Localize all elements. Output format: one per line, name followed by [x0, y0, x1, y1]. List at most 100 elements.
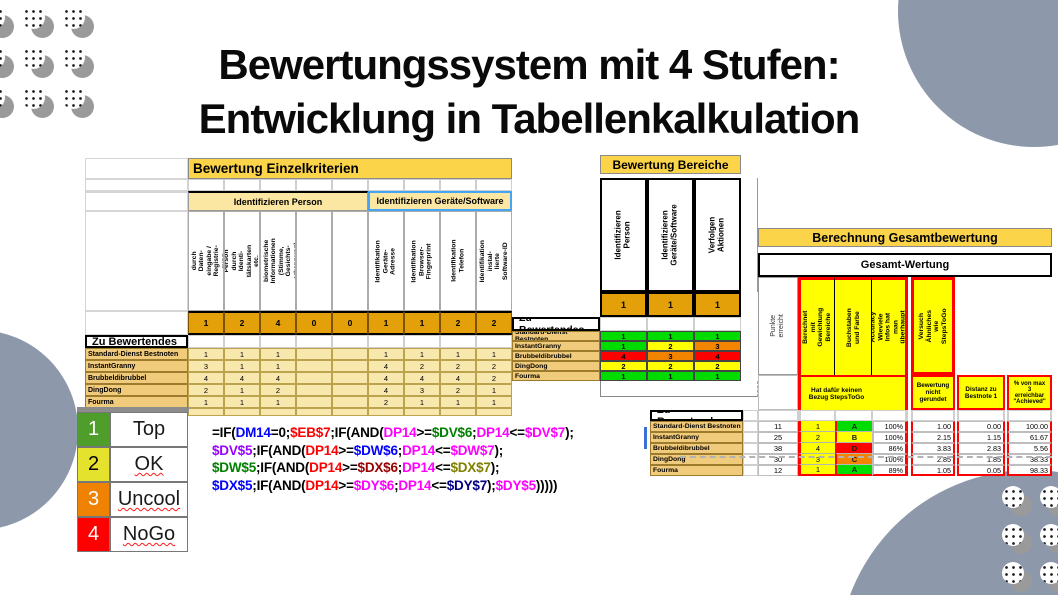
- einzel-blank: [260, 335, 296, 348]
- einzel-value: 4: [224, 372, 260, 384]
- formula-token: ;: [397, 442, 403, 458]
- gesamt-punkte: 38: [758, 443, 798, 454]
- gesamt-letter: A: [835, 421, 872, 432]
- gesamt-pct: 100.00: [1007, 421, 1052, 432]
- einzel-value: [296, 396, 332, 408]
- bereiche-value: 1: [647, 331, 694, 341]
- legend-top-bar: [77, 407, 189, 412]
- bereiche-col-header: Identifizieren Person: [600, 178, 647, 292]
- einzel-value: 4: [440, 372, 476, 384]
- slide-title-line1: Bewertungssystem mit 4 Stufen:: [218, 41, 840, 88]
- gesamt-letter: C: [835, 454, 872, 465]
- polka-dot-motif: [0, 86, 14, 118]
- motif-dot-circle: [22, 86, 45, 109]
- formula-token: DM14: [235, 425, 271, 440]
- formula-token: ;IF(AND(: [252, 477, 306, 493]
- einzel-value: 1: [476, 348, 512, 360]
- einzel-col-header: Person biometrische Informationen (Stimm…: [260, 211, 296, 311]
- einzel-blank: [332, 335, 368, 348]
- gesamt-col-punkte: Punkte erreicht: [758, 277, 798, 375]
- table-berechnung-gesamtbewertung: Berechnung Gesamtbewertung Gesamt-Wertung…: [650, 228, 1052, 476]
- formula-token: DP14: [305, 442, 339, 458]
- legend-label-text: OK: [134, 453, 164, 475]
- gesamt-punkte: 12: [758, 465, 798, 476]
- gesamt-blank: [798, 410, 835, 421]
- gesamt-letter: D: [835, 443, 872, 454]
- einzel-value: 4: [188, 372, 224, 384]
- legend-label: OK: [110, 447, 188, 482]
- einzel-blank: [224, 179, 260, 191]
- einzel-blank: [188, 335, 224, 348]
- motif-dot-circle: [1040, 562, 1058, 584]
- gesamt-letter: B: [835, 432, 872, 443]
- gesamt-col-versuch-text: Versuch Ähnliches wie StepsToGo: [917, 308, 948, 344]
- einzel-section-person: Identifizieren Person: [188, 191, 368, 211]
- einzel-col-header: Identifikation Browser-Fingerprint: [404, 211, 440, 311]
- bereiche-blank: [647, 317, 694, 331]
- einzel-value: 4: [368, 384, 404, 396]
- formula-token: >=: [416, 425, 433, 440]
- gesamt-col-buchstaben-text: Buchstaben und Farbe: [845, 308, 860, 347]
- einzel-value: [296, 372, 332, 384]
- polka-dot-motif: [22, 86, 54, 118]
- einzel-value: [332, 348, 368, 360]
- einzel-weight: 2: [224, 311, 260, 335]
- legend-label: Top: [110, 412, 188, 447]
- polka-dot-motif: [1040, 562, 1058, 592]
- formula-token: ;: [394, 477, 399, 493]
- gesamt-raw: 2.15: [911, 432, 955, 443]
- einzel-blank: [440, 408, 476, 416]
- formula-token: <=: [435, 460, 451, 475]
- einzel-value: 4: [404, 372, 440, 384]
- motif-dot-circle: [62, 6, 85, 29]
- einzel-value: 1: [224, 360, 260, 372]
- bereiche-value: 4: [694, 351, 741, 361]
- gesamt-blank: [758, 375, 798, 410]
- einzel-weight: 2: [476, 311, 512, 335]
- formula-token: DP14: [309, 460, 343, 475]
- gesamt-raw: 1.00: [911, 421, 955, 432]
- einzel-col-header: Person durch Daten- eingabe / Registrie-…: [188, 211, 224, 311]
- legend-value: 2: [77, 447, 110, 482]
- gesamt-col-accuracy-text: "Accuracy" Wieviele Infos hat man überha…: [872, 308, 907, 347]
- polka-dot-motif: [1040, 524, 1058, 554]
- formula-token: );: [494, 442, 504, 458]
- formula-token: $DX$7: [450, 460, 491, 475]
- einzel-value: 2: [440, 360, 476, 372]
- table-bewertung-bereiche: Bewertung Bereiche Identifizieren Person I…: [512, 155, 758, 397]
- einzel-blank: [296, 408, 332, 416]
- legend-label: Uncool: [110, 482, 188, 517]
- gesamt-col-berechnet-text: Berechnet mit Gewichtung Bereiche: [802, 308, 833, 347]
- formula-token: =IF(: [212, 425, 236, 440]
- formula-token: DP14: [383, 425, 417, 440]
- slide-title-line2: Entwicklung in Tabellenkalkulation: [198, 95, 861, 142]
- bereiche-row-label: Fourma: [512, 371, 600, 381]
- einzel-value: 2: [440, 384, 476, 396]
- formula-token: ;IF(AND(: [252, 442, 306, 458]
- einzel-section-geraete: Identifizieren Geräte/Software: [368, 191, 512, 211]
- einzel-blank: [332, 179, 368, 191]
- gesamt-sub-distanz: Distanz zu Bestnote 1: [957, 375, 1005, 410]
- gesamt-accuracy: 100%: [872, 432, 908, 443]
- gesamt-note: 3: [798, 454, 835, 465]
- bereiche-blank: [741, 178, 758, 292]
- gesamt-group-header: Gesamt-Wertung: [758, 253, 1052, 277]
- motif-dot-circle: [1002, 524, 1024, 546]
- einzel-value: 2: [476, 372, 512, 384]
- einzel-weight: 0: [332, 311, 368, 335]
- formula-token: );: [565, 425, 574, 440]
- gesamt-row-label: Brubbeldibrubbel: [650, 443, 743, 454]
- formula-token: $DY$5: [495, 477, 536, 493]
- motif-dot-circle: [62, 86, 85, 109]
- einzel-value: 1: [188, 348, 224, 360]
- einzel-col-header: Identifikation instal- lierte Software-I…: [476, 211, 512, 311]
- einzel-weight: 2: [440, 311, 476, 335]
- motif-dot-circle: [22, 46, 45, 69]
- gesamt-blank: [758, 410, 798, 421]
- einzel-blank: [85, 191, 188, 211]
- gesamt-accuracy: 86%: [872, 443, 908, 454]
- polka-dot-motif: [62, 86, 94, 118]
- bereiche-row-label: Standard-Dienst Bestnoten: [512, 331, 600, 341]
- motif-dot-circle: [22, 6, 45, 29]
- formula-token: $DW$7: [450, 442, 495, 458]
